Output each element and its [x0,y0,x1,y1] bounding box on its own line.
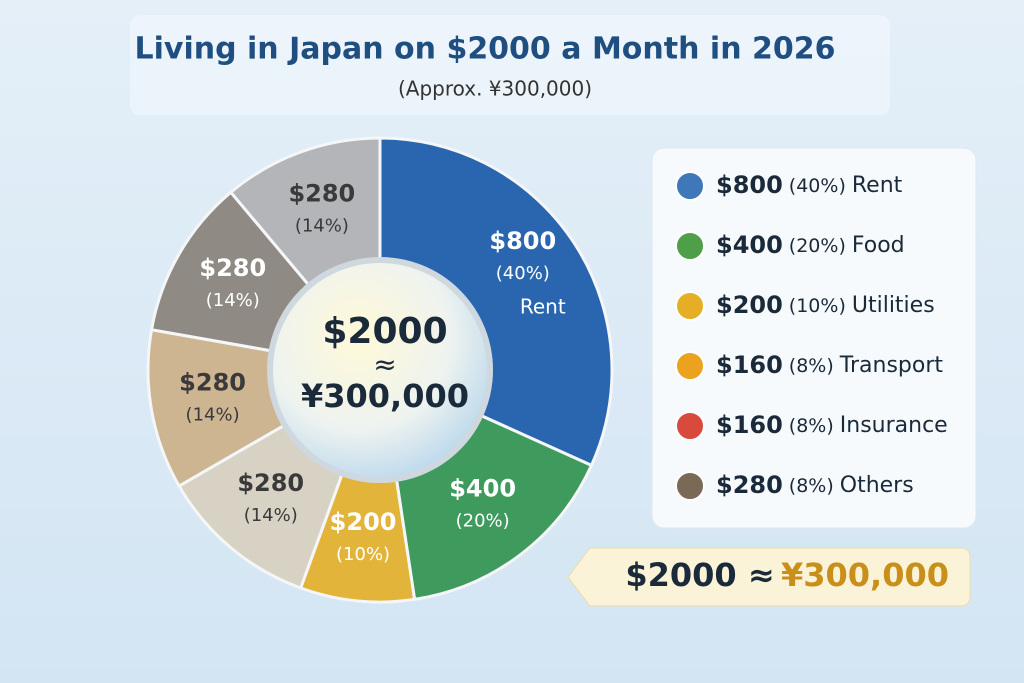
legend-entry: $800 (40%) Rent [716,171,903,199]
chart-subtitle: (Approx. ¥300,000) [398,77,592,101]
slice-share-label: (14%) [206,290,260,311]
legend-entry: $280 (8%) Others [716,471,914,499]
slice-share-label: (40%) [496,263,550,284]
slice-value-label: $400 [449,475,516,503]
legend-amount: $160 [716,351,783,379]
slice-share-label: (20%) [456,511,510,532]
slice-value-label: $280 [237,469,304,497]
legend-name: Food [852,233,905,258]
legend-entry: $200 (10%) Utilities [716,291,935,319]
legend-amount: $200 [716,291,783,319]
slice-value-label: $280 [199,254,266,282]
legend-name: Rent [852,173,903,198]
center-approx: ≈ [373,348,396,381]
legend-icon [675,411,705,441]
legend-name: Utilities [852,293,935,318]
slice-value-label: $280 [179,369,246,397]
legend-name: Insurance [840,413,948,438]
legend-amount: $160 [716,411,783,439]
title-panel [130,15,890,115]
slice-share-label: (14%) [295,215,349,236]
legend-amount: $280 [716,471,783,499]
legend-share: (40%) [789,175,846,197]
legend-entry: $160 (8%) Transport [716,351,943,379]
center-amount: $2000 [322,311,447,352]
legend-share: (20%) [789,235,846,257]
legend-icon [675,171,705,201]
legend-entry: $400 (20%) Food [716,231,905,259]
center-yen: ¥300,000 [301,377,469,415]
slice-share-label: (14%) [186,405,240,426]
slice-value-label: $280 [288,179,355,207]
slice-category-label: Rent [520,294,566,318]
banner-yen: ¥300,000 [781,556,949,594]
legend-icon [675,231,705,261]
legend-share: (8%) [789,415,834,437]
slice-value-label: $200 [330,508,397,536]
donut: $800 (40%) Rent $400 (20%) $200 (10%) $280 (14%)… [146,136,614,604]
legend-panel [651,147,977,529]
legend-share: (8%) [789,475,834,497]
legend-name: Others [840,473,914,498]
legend-entry: $160 (8%) Insurance [716,411,948,439]
chart-title: Living in Japan on $2000 a Month in 2026 [135,32,836,67]
legend-share: (8%) [789,355,834,377]
legend-share: (10%) [789,295,846,317]
legend-name: Transport [839,353,944,378]
legend: $800 (40%) Rent $400 (20%) Food $200 (10%) Utili… [675,171,948,501]
banner-amount: $2000 ≈ [625,556,774,594]
legend-icon [675,351,705,381]
legend-icon [675,291,705,321]
legend-amount: $800 [716,171,783,199]
legend-amount: $400 [716,231,783,259]
banner [567,547,971,607]
slice-share-label: (14%) [244,505,298,526]
donut-center [267,257,493,483]
slice-share-label: (10%) [336,544,390,565]
slice-value-label: $800 [489,227,556,255]
legend-icon [675,471,705,501]
